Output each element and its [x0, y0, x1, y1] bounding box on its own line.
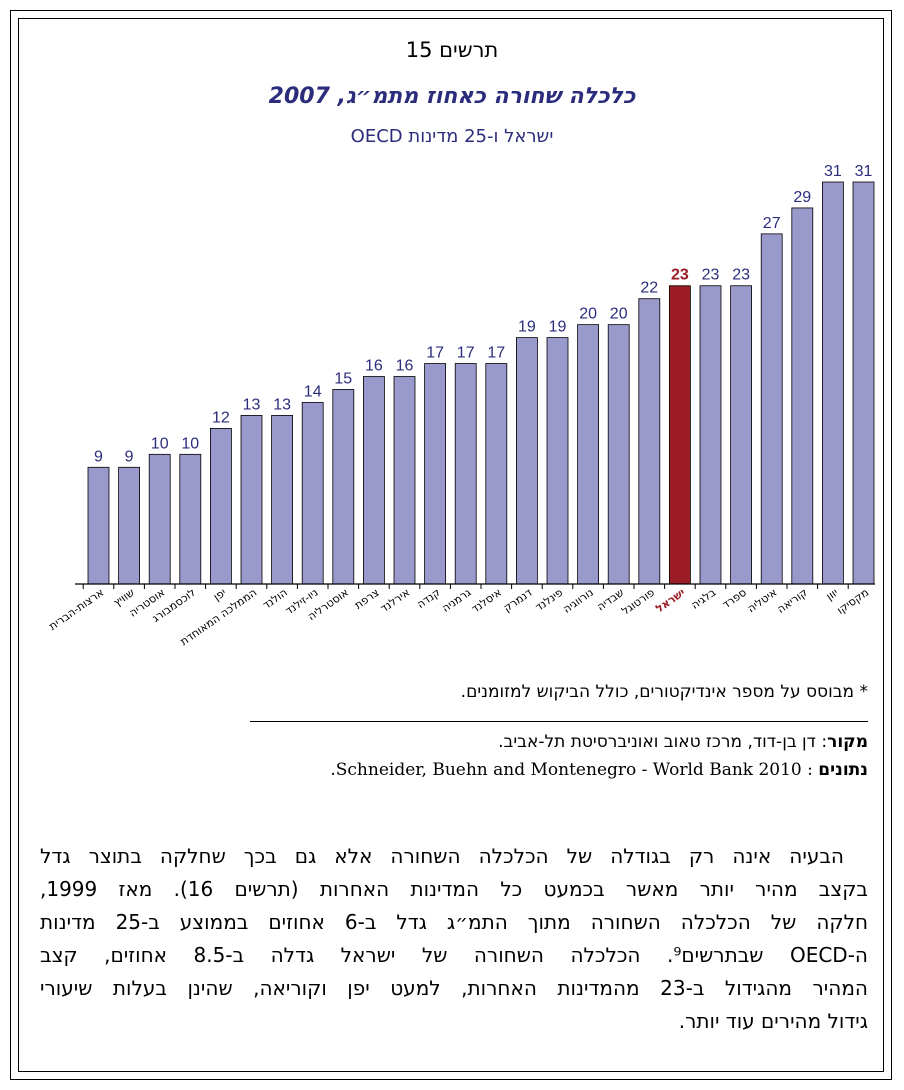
bar-8 [332, 389, 355, 585]
value-label-18: 22 [640, 280, 658, 297]
figure-label: תרשים 15 [405, 38, 499, 62]
bar-2 [148, 453, 171, 585]
category-label-14: דנמרק [501, 586, 535, 615]
category-label-11: קנדה [415, 586, 443, 611]
bar-13 [485, 363, 508, 585]
bar-20 [699, 285, 722, 585]
bar-16 [577, 324, 599, 585]
value-label-21: 23 [732, 267, 750, 284]
paragraph-line: ה-OECD שבתרשים⁹. הכלכלה השחורה של ישראל … [40, 943, 868, 967]
value-label-17: 20 [610, 306, 628, 323]
bar-0 [87, 466, 110, 585]
data-text: : Schneider, Buehn and Montenegro - Worl… [330, 760, 813, 780]
value-label-1: 9 [125, 448, 134, 465]
category-label-22: איטליה [745, 586, 779, 615]
data-credit: נתונים : Schneider, Buehn and Montenegro… [330, 760, 868, 780]
bar-15 [546, 337, 569, 585]
value-label-25: 31 [855, 163, 873, 180]
value-label-15: 19 [549, 319, 567, 336]
category-label-18: פורטוגל [619, 586, 657, 618]
paragraph-line: בקצב מהיר יותר מאשר בכמעט כל המדינות האח… [40, 877, 868, 901]
bar-10 [393, 376, 416, 585]
value-label-12: 17 [457, 345, 475, 362]
bar-6 [271, 415, 294, 585]
value-label-19: 23 [671, 267, 689, 284]
value-label-7: 14 [304, 383, 322, 400]
bar-17 [607, 324, 630, 585]
source-label: מקור [827, 732, 868, 752]
chart-subtitle: ישראל ו-25 מדינות OECD [350, 126, 554, 147]
value-label-4: 12 [212, 409, 230, 426]
value-label-6: 13 [273, 396, 291, 413]
value-label-24: 31 [824, 163, 842, 180]
body-paragraph: הבעיה אינה רק בגודלה של הכלכלה השחורה אל… [40, 840, 868, 1038]
bar-18 [638, 298, 661, 585]
value-label-9: 16 [365, 358, 383, 375]
category-label-4: יפן [211, 586, 229, 604]
bar-5 [240, 415, 263, 585]
chart-title: כלכלה שחורה כאחוז מתמ״ג, 2007 [268, 84, 636, 109]
value-label-11: 17 [426, 345, 444, 362]
category-label-16: נורווגיה [561, 586, 596, 616]
bar-7 [301, 402, 324, 585]
bar-11 [424, 363, 447, 585]
paragraph-line: הבעיה אינה רק בגודלה של הכלכלה השחורה אל… [40, 844, 844, 868]
bar-23 [791, 207, 814, 585]
value-label-5: 13 [243, 396, 261, 413]
bar-chart: 9 9 10 10 12 13 13 14 15 16 16 17 17 17 19 19 20 20 22 23 23… [47, 163, 875, 648]
category-label-19: ישראל [653, 586, 687, 616]
value-label-8: 15 [334, 370, 352, 387]
bar-24 [822, 181, 844, 585]
paragraph-line: המהיר מהגידול ב-23 מהמדינות האחרות, למעט… [40, 976, 868, 1000]
footnote: * מבוסס על מספר אינדיקטורים, כולל הביקוש… [460, 682, 868, 702]
category-label-0: ארצות-הברית [47, 586, 107, 633]
source-credit: מקור: דן בן-דוד, מרכז טאוב ואוניברסיטת ת… [498, 732, 868, 752]
value-label-0: 9 [94, 448, 103, 465]
source-divider [250, 721, 868, 722]
category-label-10: אירלנד [378, 586, 412, 615]
value-label-3: 10 [181, 435, 199, 452]
category-label-21: ספרד [720, 586, 749, 612]
bar-4 [209, 427, 232, 585]
inner-frame [18, 18, 884, 1072]
bar-19 [669, 285, 691, 585]
value-label-16: 20 [579, 306, 597, 323]
bar-25 [852, 181, 875, 585]
data-label: נתונים [818, 760, 868, 780]
category-label-24: יוון [824, 586, 841, 603]
value-label-2: 10 [151, 435, 169, 452]
value-label-14: 19 [518, 319, 536, 336]
category-label-13: איסלנד [469, 586, 504, 616]
value-label-23: 29 [793, 189, 811, 206]
outer-frame [10, 10, 892, 1080]
bar-14 [516, 337, 538, 585]
category-label-25: מקסיקו [835, 586, 872, 617]
value-label-20: 23 [702, 267, 720, 284]
category-label-15: פינלנד [533, 586, 565, 614]
value-label-22: 27 [763, 215, 781, 232]
paragraph-line: גידול מהירים עוד יותר. [678, 1009, 868, 1033]
bar-1 [118, 466, 140, 585]
category-label-20: בלגיה [689, 586, 718, 612]
bar-9 [362, 376, 385, 585]
category-label-9: צרפת [352, 586, 381, 612]
value-label-13: 17 [487, 345, 505, 362]
source-text: : דן בן-דוד, מרכז טאוב ואוניברסיטת תל-אב… [498, 732, 828, 752]
value-label-10: 16 [396, 358, 414, 375]
category-label-12: גרמניה [440, 586, 474, 615]
bar-21 [730, 285, 752, 585]
category-label-23: קוריאה [775, 586, 810, 616]
bar-12 [454, 363, 477, 585]
bar-22 [760, 233, 783, 585]
bar-3 [179, 453, 202, 585]
paragraph-line: חלקה של הכלכלה השחורה מתוך התמ״ג גדל ב-6… [40, 910, 869, 934]
